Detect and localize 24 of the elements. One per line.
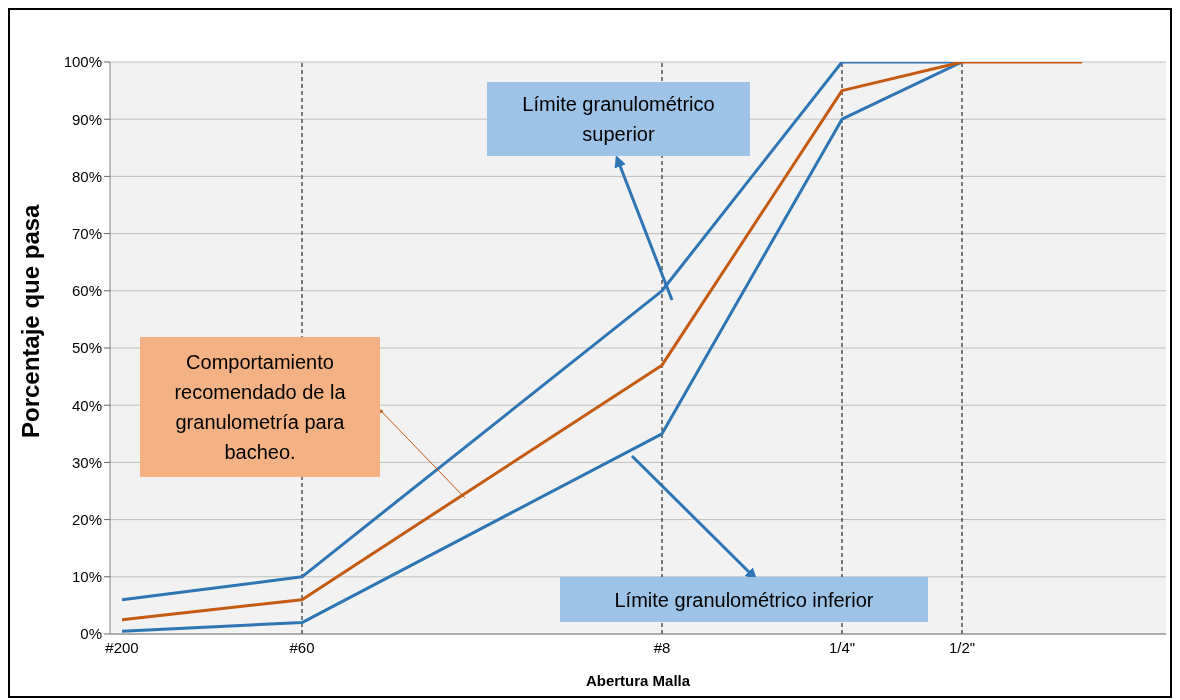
- x-tick-label: #60: [289, 638, 315, 656]
- y-tick-label: 0%: [80, 625, 102, 643]
- y-tick-label: 100%: [63, 53, 102, 71]
- y-axis-title: Porcentaje que pasa: [16, 203, 44, 438]
- y-tick-label: 90%: [71, 110, 102, 128]
- annotation: Límite granulométrico inferior: [614, 587, 874, 613]
- x-tick-label: #8: [653, 638, 671, 656]
- x-tick-label: #200: [105, 638, 139, 656]
- y-tick-label: 60%: [71, 282, 102, 300]
- y-tick-label: 40%: [71, 396, 102, 414]
- x-axis-title: Abertura Malla: [585, 672, 691, 689]
- callout-box: Comportamiento recomendado de la granulometría para bacheo.: [140, 337, 380, 477]
- x-tick-label: 1/2": [948, 638, 976, 656]
- callout-box: Límite granulométrico inferior: [560, 577, 928, 622]
- y-tick-label: 30%: [71, 453, 102, 471]
- y-tick-label: 70%: [71, 224, 102, 242]
- y-tick-label: 80%: [71, 167, 102, 185]
- y-tick-label: 20%: [71, 510, 102, 528]
- callout-box: Límite granulométrico superior: [487, 82, 750, 156]
- y-tick-label: 50%: [71, 339, 102, 357]
- annotation: Límite granulométrico superior: [521, 92, 716, 147]
- x-tick-label: 1/4": [828, 638, 856, 656]
- annotation: Comportamiento recomendado de la granulometría para bacheo.: [173, 350, 347, 465]
- y-tick-label: 10%: [71, 568, 102, 586]
